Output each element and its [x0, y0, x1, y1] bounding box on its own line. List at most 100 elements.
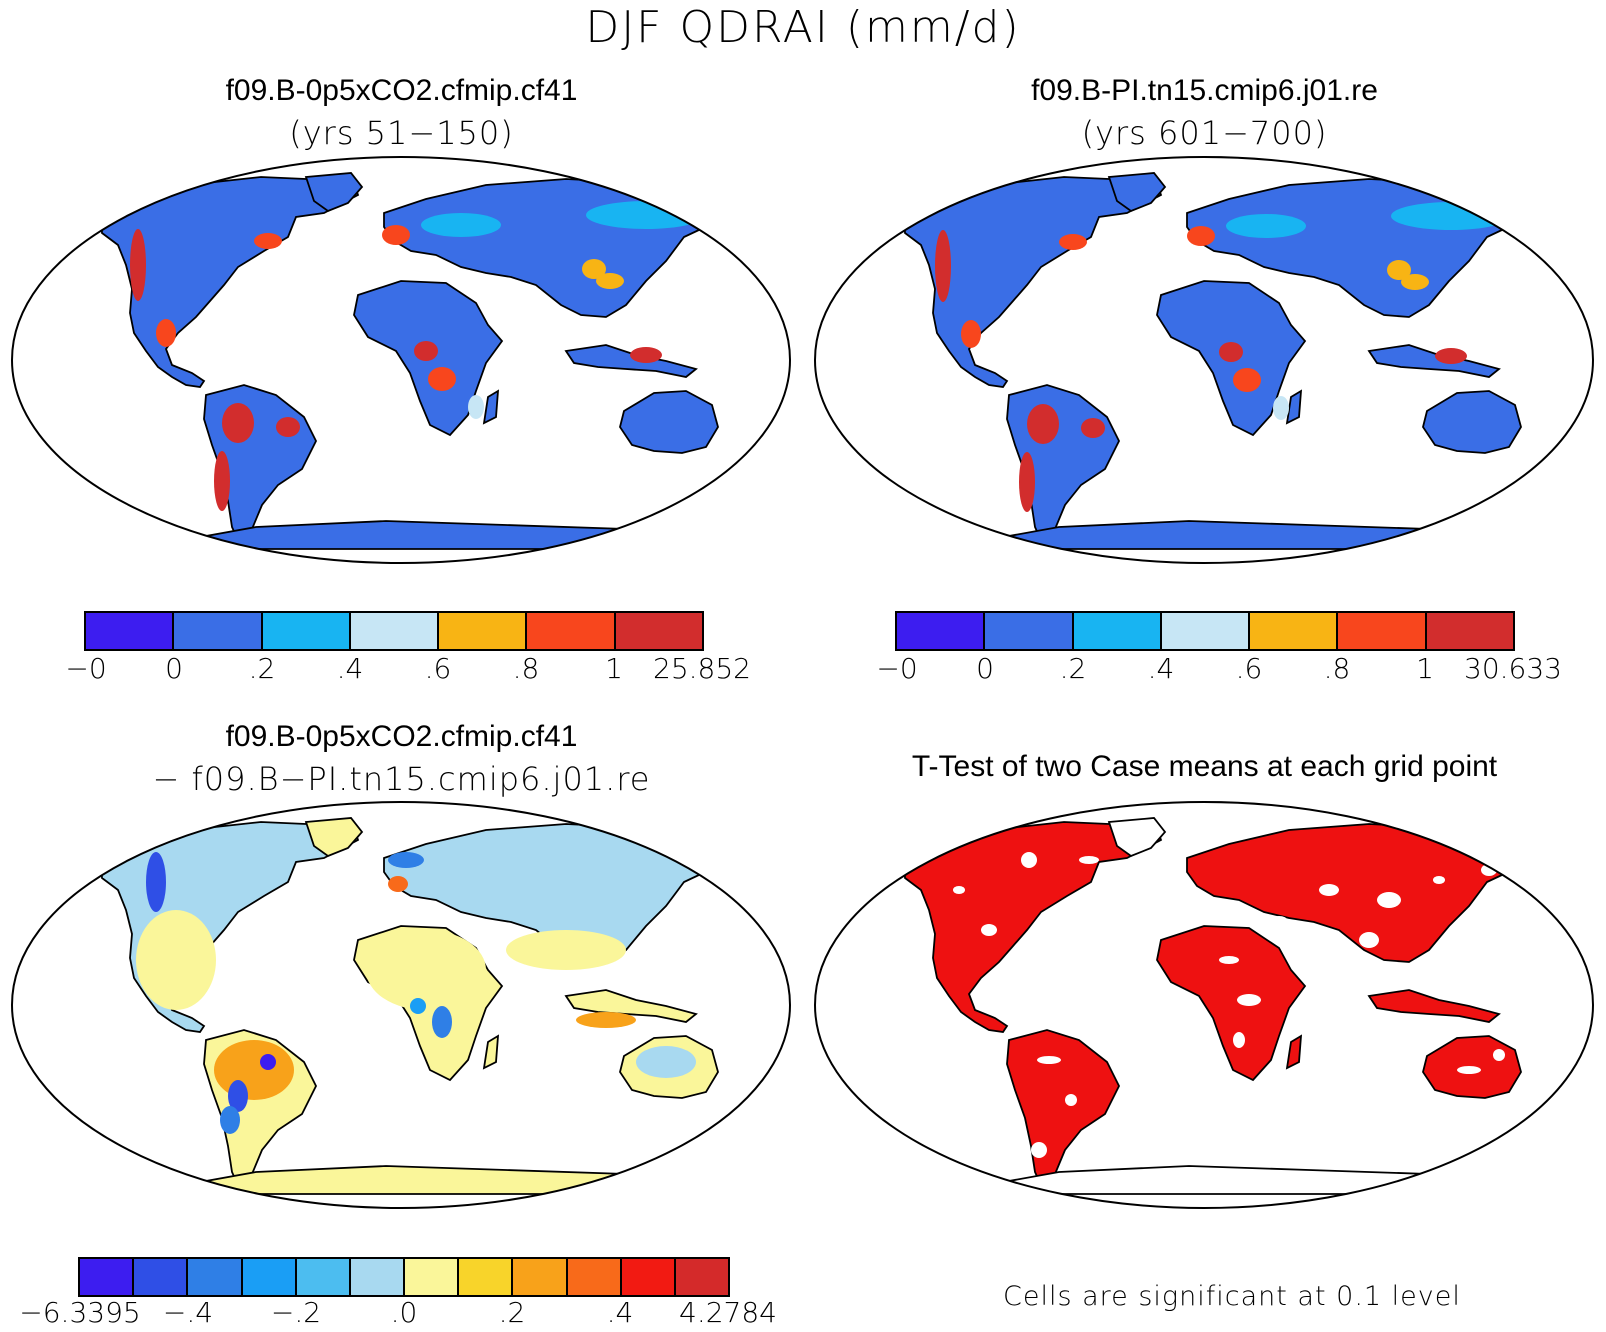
land-indonesia	[564, 989, 698, 1023]
field-patch	[428, 367, 456, 391]
field-patch	[1271, 916, 1287, 924]
colorbar-swatch	[1338, 613, 1427, 649]
colorbar-swatch	[615, 613, 702, 649]
land-madagascar	[1285, 389, 1303, 425]
field-patch	[421, 213, 501, 237]
field-patch	[1226, 214, 1306, 238]
field-patch	[1387, 260, 1411, 280]
colorbar-swatch	[985, 613, 1074, 649]
panel-difference-title: f09.B-0p5xCO2.cfmip.cf41	[225, 720, 578, 753]
field-patch	[276, 417, 300, 437]
colorbar-tick-label: .2	[1059, 652, 1087, 685]
colorbar-tick-label: −.4	[162, 1296, 214, 1329]
field-patch	[432, 1006, 452, 1038]
colorbar-tick-label: 0	[976, 652, 994, 685]
colorbar-swatch	[675, 1259, 729, 1295]
field-patch	[1435, 348, 1467, 364]
map-border	[11, 156, 791, 564]
colorbar-tick-label: −0	[65, 652, 107, 685]
field-patch	[260, 1054, 276, 1070]
colorbar-swatch	[262, 613, 351, 649]
field-patch	[468, 395, 484, 419]
colorbar-swatch	[1161, 613, 1251, 649]
colorbar-swatch	[174, 613, 263, 649]
field-patch	[1081, 418, 1105, 438]
field-patch	[1019, 452, 1035, 512]
field-patch	[1273, 396, 1289, 420]
field-patch	[414, 341, 438, 361]
field-patch	[1457, 1066, 1481, 1074]
colorbar-swatch	[405, 1259, 460, 1295]
land-greenland	[304, 172, 364, 213]
colorbar-case2	[895, 611, 1515, 651]
colorbar-swatch	[1426, 613, 1513, 649]
colorbar-tick-label: .0	[390, 1296, 418, 1329]
land-indonesia	[1367, 344, 1501, 378]
colorbar-swatch	[439, 613, 528, 649]
field-patch	[136, 910, 216, 1010]
colorbar-tick-label: 30.633	[1464, 652, 1562, 685]
field-patch	[1021, 852, 1037, 868]
field-patch	[1493, 1049, 1505, 1061]
panel-difference-subtitle: − f09.B−PI.tn15.cmip6.j01.re	[152, 760, 651, 798]
colorbar-swatch	[459, 1259, 514, 1295]
colorbar-swatch	[897, 613, 986, 649]
colorbar-swatch	[134, 1259, 189, 1295]
colorbar-swatch	[1073, 613, 1162, 649]
land-madagascar	[482, 1034, 500, 1070]
land-madagascar	[482, 389, 500, 425]
field-patch	[388, 852, 424, 868]
colorbar-swatch	[350, 613, 440, 649]
colorbar-case1-labels: −0 0 .2 .4 .6 .8 1 25.852	[65, 652, 751, 688]
colorbar-swatch	[296, 1259, 351, 1295]
field-patch	[586, 201, 706, 229]
map-panel-difference	[11, 801, 791, 1209]
map-border	[11, 801, 791, 1209]
colorbar-swatch	[1250, 613, 1339, 649]
colorbar-swatch	[527, 613, 616, 649]
map-border	[814, 156, 1594, 564]
colorbar-tick-label: .4	[336, 652, 364, 685]
colorbar-tick-label: .2	[498, 1296, 526, 1329]
colorbar-swatch	[567, 1259, 622, 1295]
colorbar-tick-label: 0	[165, 652, 183, 685]
map-border	[814, 801, 1594, 1209]
field-patch	[935, 230, 951, 302]
colorbar-case2-labels: −0 0 .2 .4 .6 .8 1 30.633	[876, 652, 1562, 688]
field-patch	[1037, 1056, 1061, 1064]
colorbar-tick-label: .8	[1323, 652, 1351, 685]
land-indonesia	[1367, 989, 1501, 1023]
field-patch	[506, 930, 626, 970]
field-patch	[214, 1040, 294, 1100]
land-greenland	[1107, 172, 1167, 213]
land-indonesia	[564, 344, 698, 378]
field-patch	[1433, 876, 1445, 884]
panel-case2-title: f09.B-PI.tn15.cmip6.j01.re	[1031, 74, 1378, 107]
colorbar-tick-label: .4	[1147, 652, 1175, 685]
land-northAmerica	[903, 819, 1163, 1033]
colorbar-tick-label: 1	[605, 652, 623, 685]
field-patch	[156, 319, 176, 347]
colorbar-swatch	[513, 1259, 568, 1295]
land-northAmerica	[100, 819, 360, 1033]
field-patch	[146, 852, 166, 912]
field-patch	[388, 876, 408, 892]
field-patch	[1027, 404, 1059, 444]
field-patch	[961, 320, 981, 348]
colorbar-swatch	[188, 1259, 243, 1295]
map-panel-case2	[814, 156, 1594, 564]
colorbar-swatch	[350, 1259, 406, 1295]
field-patch	[220, 1106, 240, 1134]
field-patch	[1219, 956, 1239, 964]
map-panel-case1	[11, 156, 791, 564]
field-patch	[596, 273, 624, 289]
map-panel-ttest	[814, 801, 1594, 1209]
field-patch	[382, 225, 410, 245]
colorbar-swatch	[242, 1259, 297, 1295]
land-africa	[1156, 925, 1307, 1082]
field-patch	[1187, 226, 1215, 246]
colorbar-tick-label: .6	[1235, 652, 1263, 685]
land-australia	[619, 390, 719, 454]
field-patch	[953, 886, 965, 894]
field-patch	[1237, 994, 1261, 1006]
